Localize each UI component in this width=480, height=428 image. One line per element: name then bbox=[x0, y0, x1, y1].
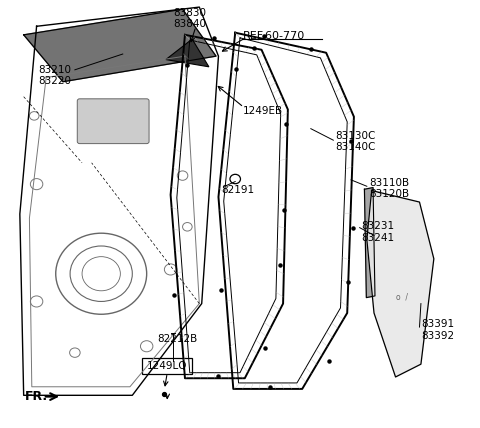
Polygon shape bbox=[166, 39, 209, 67]
Text: o  /: o / bbox=[396, 293, 408, 302]
FancyBboxPatch shape bbox=[77, 99, 149, 144]
Text: 83210
83220: 83210 83220 bbox=[38, 65, 71, 86]
Text: 82212B: 82212B bbox=[157, 334, 198, 344]
Text: 83231
83241: 83231 83241 bbox=[361, 221, 394, 243]
Text: 83130C
83140C: 83130C 83140C bbox=[336, 131, 376, 152]
Text: 1249EB: 1249EB bbox=[242, 106, 283, 116]
Text: 82191: 82191 bbox=[221, 185, 254, 195]
Polygon shape bbox=[24, 9, 216, 82]
Polygon shape bbox=[367, 190, 434, 377]
Text: 83391
83392: 83391 83392 bbox=[421, 319, 454, 341]
Text: REF.60-770: REF.60-770 bbox=[242, 31, 305, 41]
Text: 83110B
83120B: 83110B 83120B bbox=[369, 178, 409, 199]
Text: FR.: FR. bbox=[24, 390, 48, 403]
FancyBboxPatch shape bbox=[142, 358, 192, 374]
Polygon shape bbox=[364, 187, 375, 297]
Text: 83830
83840: 83830 83840 bbox=[173, 8, 206, 30]
Text: 1249LQ: 1249LQ bbox=[147, 361, 188, 372]
